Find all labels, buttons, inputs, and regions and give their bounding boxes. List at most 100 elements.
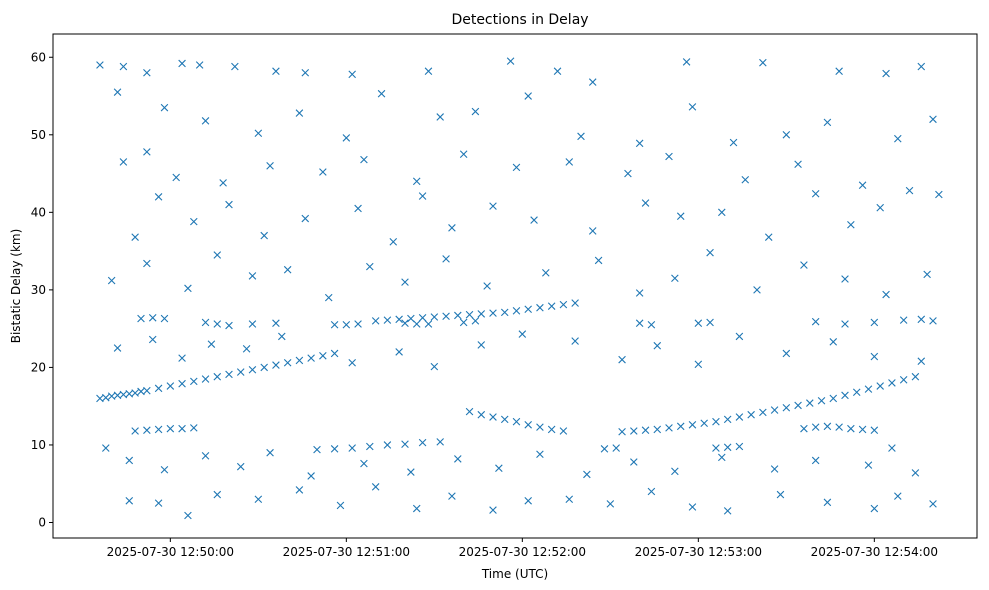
data-point-marker	[119, 62, 128, 71]
data-point-marker	[688, 421, 697, 429]
data-point-marker	[671, 274, 679, 283]
data-point-marker	[518, 330, 527, 338]
data-point-marker	[313, 445, 321, 454]
y-tick-label: 20	[31, 360, 46, 374]
x-axis-label: Time (UTC)	[481, 567, 548, 581]
data-point-marker	[894, 492, 902, 500]
data-point-marker	[172, 173, 180, 182]
data-point-marker	[870, 504, 879, 513]
data-point-marker	[870, 426, 879, 435]
data-point-marker	[635, 319, 644, 328]
data-point-marker	[154, 499, 163, 507]
data-point-marker	[583, 470, 591, 479]
data-point-marker	[137, 314, 145, 323]
data-point-marker	[759, 58, 767, 67]
data-point-marker	[876, 203, 884, 212]
data-point-marker	[131, 233, 139, 241]
data-point-marker	[852, 388, 861, 397]
data-point-marker	[213, 320, 222, 328]
data-point-marker	[553, 67, 562, 76]
data-point-marker	[747, 410, 755, 419]
data-point-marker	[295, 356, 304, 365]
data-point-marker	[847, 220, 855, 229]
x-tick-label: 2025-07-30 12:54:00	[811, 545, 938, 559]
data-point-marker	[876, 382, 884, 390]
data-point-marker	[917, 62, 926, 71]
data-point-marker	[888, 444, 896, 452]
data-point-marker	[407, 468, 415, 476]
data-point-marker	[160, 465, 169, 474]
data-point-marker	[512, 307, 521, 315]
data-point-marker	[870, 318, 879, 327]
data-point-marker	[829, 394, 838, 403]
data-point-marker	[283, 358, 292, 367]
data-point-marker	[923, 270, 931, 279]
data-point-marker	[624, 169, 632, 178]
data-point-marker	[794, 401, 802, 410]
data-point-marker	[817, 396, 826, 405]
data-point-marker	[706, 248, 714, 257]
data-point-marker	[113, 88, 122, 96]
data-point-marker	[489, 309, 497, 317]
data-point-marker	[342, 134, 351, 142]
data-point-marker	[676, 212, 685, 221]
data-point-marker	[131, 389, 139, 397]
data-point-marker	[366, 262, 374, 271]
data-point-marker	[735, 332, 744, 341]
data-point-marker	[330, 320, 339, 329]
data-point-marker	[219, 179, 227, 187]
data-point-marker	[330, 349, 339, 358]
data-point-marker	[213, 372, 222, 381]
data-point-marker	[201, 375, 210, 383]
data-point-marker	[653, 425, 662, 434]
data-point-marker	[319, 351, 327, 360]
data-point-marker	[383, 441, 392, 449]
data-point-marker	[348, 70, 356, 79]
data-point-marker	[594, 256, 603, 265]
data-point-marker	[143, 68, 151, 77]
data-point-marker	[864, 461, 873, 469]
data-point-marker	[665, 424, 673, 432]
data-point-marker	[412, 320, 421, 328]
data-point-marker	[870, 352, 879, 361]
data-point-marker	[143, 148, 151, 156]
data-point-marker	[929, 317, 937, 325]
data-point-marker	[618, 427, 626, 436]
data-point-marker	[841, 391, 849, 400]
data-point-marker	[231, 62, 239, 71]
data-point-marker	[248, 272, 257, 280]
data-point-marker	[899, 376, 908, 384]
data-point-marker	[272, 67, 280, 76]
data-point-marker	[190, 217, 198, 226]
data-point-marker	[283, 265, 292, 274]
data-point-marker	[377, 89, 386, 98]
data-point-marker	[524, 305, 532, 314]
chart-title: Detections in Delay	[451, 12, 588, 28]
data-point-marker	[512, 417, 521, 426]
data-point-marker	[718, 208, 726, 217]
data-point-marker	[225, 200, 233, 209]
data-point-marker	[266, 448, 274, 457]
data-point-marker	[536, 450, 544, 459]
data-point-marker	[225, 321, 233, 330]
data-point-marker	[489, 202, 497, 210]
data-point-marker	[682, 58, 691, 66]
data-point-marker	[113, 344, 122, 352]
data-point-marker	[500, 308, 509, 317]
data-point-marker	[676, 422, 685, 431]
data-point-marker	[201, 117, 210, 125]
data-point-marker	[630, 458, 638, 466]
data-point-marker	[588, 227, 597, 235]
data-point-marker	[148, 314, 157, 322]
data-point-marker	[178, 424, 186, 433]
data-point-marker	[424, 320, 433, 328]
data-point-marker	[477, 410, 486, 419]
data-point-marker	[471, 317, 480, 325]
data-point-marker	[465, 407, 474, 416]
data-point-marker	[190, 424, 198, 432]
data-point-marker	[278, 332, 286, 341]
data-point-marker	[753, 286, 761, 294]
data-point-marker	[436, 113, 444, 121]
